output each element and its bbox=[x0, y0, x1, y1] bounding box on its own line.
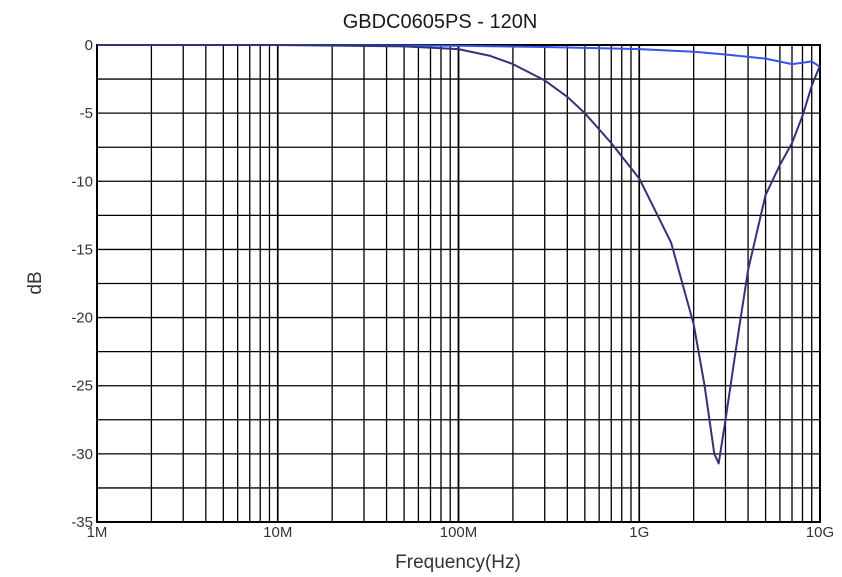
y-tick-label: -5 bbox=[80, 105, 93, 122]
series-line-1 bbox=[97, 44, 821, 68]
y-tick-label: -30 bbox=[71, 446, 93, 463]
y-tick-label: -15 bbox=[71, 241, 93, 258]
y-tick-label: 0 bbox=[85, 37, 93, 54]
series-line-2 bbox=[97, 44, 821, 465]
y-tick-label: -35 bbox=[71, 514, 93, 531]
x-tick-label: 1G bbox=[629, 524, 649, 541]
x-tick-label: 1M bbox=[87, 524, 108, 541]
y-tick-label: -20 bbox=[71, 310, 93, 327]
x-axis-title: Frequency(Hz) bbox=[395, 552, 521, 573]
x-tick-label: 100M bbox=[440, 524, 478, 541]
tick-labels: 1M 10M 100M 1G 10G 0 -5 -10 -15 -20 -25 -30 -35 bbox=[71, 37, 834, 541]
y-axis-title: dB bbox=[25, 271, 46, 294]
y-tick-label: -10 bbox=[71, 173, 93, 190]
series-group bbox=[97, 44, 821, 465]
x-tick-label: 10G bbox=[806, 524, 834, 541]
plot-grid bbox=[96, 44, 821, 523]
x-tick-label: 10M bbox=[263, 524, 292, 541]
y-tick-label: -25 bbox=[71, 378, 93, 395]
chart-title: GBDC0605PS - 120N bbox=[343, 11, 538, 33]
